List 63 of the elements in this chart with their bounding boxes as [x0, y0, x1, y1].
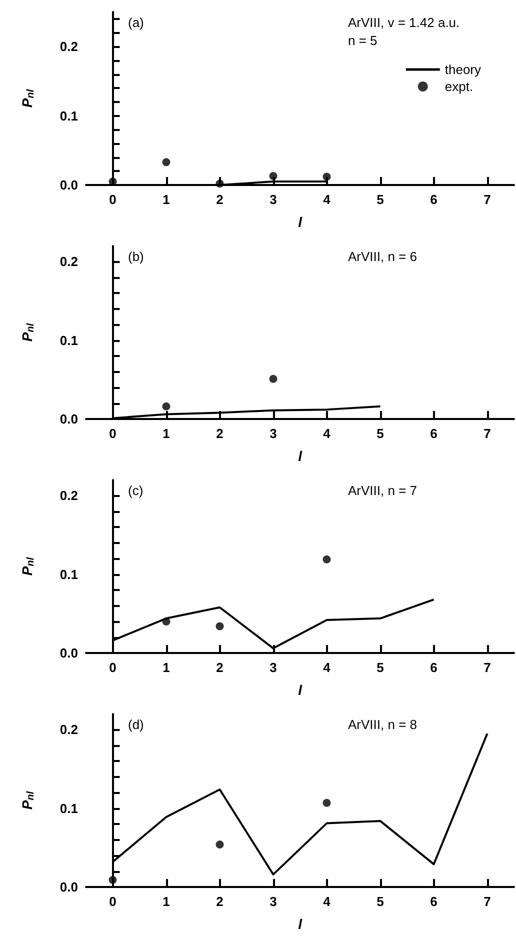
- x-tick-label: 0: [109, 660, 116, 675]
- x-tick-label: 1: [162, 426, 170, 441]
- x-tick-label: 0: [109, 192, 116, 207]
- annotation: ArVIII, n = 6: [348, 249, 418, 264]
- y-tick-label: 0.1: [60, 566, 78, 582]
- annotation: (d): [128, 717, 144, 732]
- x-tick-label: 4: [323, 660, 332, 675]
- x-tick-label: 5: [376, 426, 384, 441]
- x-tick-label: 7: [484, 192, 491, 207]
- x-tick-label: 2: [216, 192, 224, 207]
- annotation: n = 5: [348, 33, 378, 48]
- x-tick-label: 6: [430, 894, 438, 909]
- x-tick-label: 1: [162, 660, 170, 675]
- x-tick-label: 1: [162, 894, 170, 909]
- y-axis-title: Pnl: [19, 791, 36, 810]
- y-axis-title: Pnl: [19, 557, 36, 576]
- x-tick-label: 6: [430, 660, 438, 675]
- y-tick-label: 0.1: [60, 108, 78, 124]
- x-tick-label: 2: [216, 894, 224, 909]
- x-tick-label: 2: [216, 660, 224, 675]
- x-tick-label: 6: [430, 192, 438, 207]
- y-axis-title: Pnl: [19, 89, 36, 108]
- legend-label: expt.: [444, 79, 474, 94]
- x-tick-label: 3: [270, 192, 277, 207]
- y-tick-label: 0.2: [60, 254, 78, 270]
- y-tick-label: 0.2: [60, 722, 78, 738]
- x-axis-title: l: [298, 448, 304, 464]
- y-axis-title: Pnl: [19, 323, 36, 342]
- x-tick-label: 4: [323, 426, 332, 441]
- y-tick-label: 0.2: [60, 488, 78, 504]
- x-tick-label: 5: [376, 660, 384, 675]
- annotation: ArVIII, n = 8: [348, 717, 418, 732]
- y-tick-label: 0.0: [60, 646, 78, 660]
- annotation: ArVIII, v = 1.42 a.u.: [348, 15, 460, 30]
- y-tick-label: 0.0: [60, 880, 78, 894]
- x-axis-title: l: [298, 682, 304, 698]
- y-tick-label: 0.0: [60, 178, 78, 192]
- legend-label: theory: [444, 62, 482, 77]
- y-tick-label: 0.0: [60, 412, 78, 426]
- x-tick-label: 7: [484, 660, 491, 675]
- x-tick-label: 3: [270, 426, 277, 441]
- x-tick-label: 4: [323, 894, 332, 909]
- x-tick-label: 3: [270, 660, 277, 675]
- x-tick-label: 2: [216, 426, 224, 441]
- x-tick-label: 1: [162, 192, 170, 207]
- x-tick-label: 5: [376, 894, 384, 909]
- x-tick-label: 5: [376, 192, 384, 207]
- y-tick-label: 0.1: [60, 332, 78, 348]
- x-tick-label: 7: [484, 894, 491, 909]
- x-axis-title: l: [298, 916, 304, 932]
- annotation: (a): [128, 15, 144, 30]
- annotation: (b): [128, 249, 144, 264]
- x-tick-label: 6: [430, 426, 438, 441]
- y-tick-label: 0.1: [60, 800, 78, 816]
- annotation: (c): [128, 483, 144, 498]
- x-tick-label: 0: [109, 894, 116, 909]
- x-tick-label: 3: [270, 894, 277, 909]
- y-tick-label: 0.2: [60, 39, 78, 54]
- x-tick-label: 4: [323, 192, 332, 207]
- x-tick-label: 0: [109, 426, 116, 441]
- x-tick-label: 7: [484, 426, 491, 441]
- annotation: ArVIII, n = 7: [348, 483, 418, 498]
- x-axis-title: l: [298, 214, 304, 230]
